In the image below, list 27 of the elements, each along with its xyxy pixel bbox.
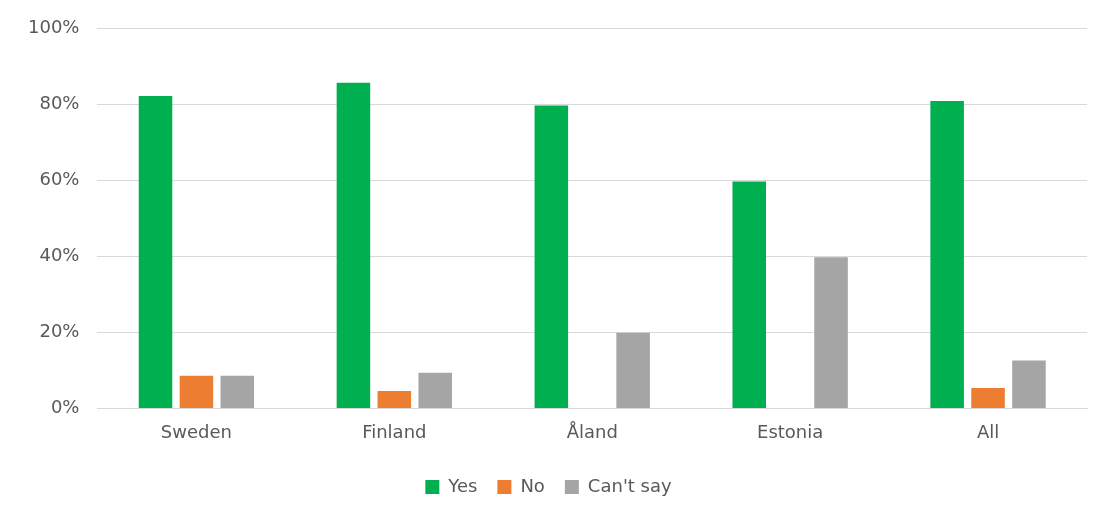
y-tick-label: 40% <box>39 244 80 266</box>
bar <box>1012 360 1046 408</box>
bar <box>138 95 173 408</box>
bar <box>336 82 371 408</box>
bar <box>179 375 214 408</box>
bar <box>971 387 1005 408</box>
x-tick-label: Sweden <box>160 420 232 442</box>
bar <box>616 332 650 408</box>
bar <box>220 375 255 408</box>
y-tick-label: 60% <box>39 168 80 190</box>
bar <box>418 372 452 408</box>
y-tick-label: 100% <box>27 16 80 38</box>
legend-label: Can't say <box>587 474 673 496</box>
bar <box>814 257 848 408</box>
y-tick-label: 0% <box>50 396 80 418</box>
legend-label: No <box>520 474 545 496</box>
x-tick-label: All <box>976 420 1000 442</box>
bar <box>377 390 412 408</box>
bar <box>930 100 964 408</box>
x-tick-label: Åland <box>566 420 618 442</box>
y-tick-label: 20% <box>39 320 80 342</box>
x-tick-label: Estonia <box>757 420 824 442</box>
bar <box>534 105 569 408</box>
bar <box>732 181 767 408</box>
x-tick-label: Finland <box>362 420 427 442</box>
y-tick-label: 80% <box>39 92 80 114</box>
legend-label: Yes <box>447 474 478 496</box>
